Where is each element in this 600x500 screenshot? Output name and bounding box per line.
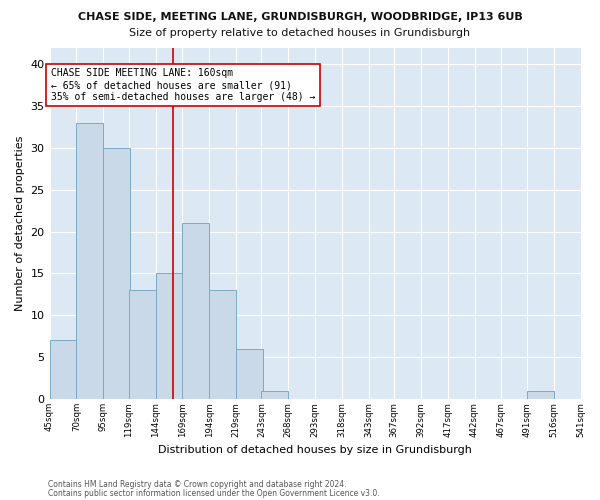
Bar (262, 390, 288, 399)
Bar (76, 123, 103, 399)
Bar (182, 224, 209, 399)
Bar (129, 290, 155, 399)
Y-axis label: Number of detached properties: Number of detached properties (15, 136, 25, 311)
Bar (236, 349, 263, 399)
Bar (209, 290, 236, 399)
Bar (50, 340, 76, 399)
Bar (155, 274, 182, 399)
X-axis label: Distribution of detached houses by size in Grundisburgh: Distribution of detached houses by size … (158, 445, 472, 455)
Text: CHASE SIDE, MEETING LANE, GRUNDISBURGH, WOODBRIDGE, IP13 6UB: CHASE SIDE, MEETING LANE, GRUNDISBURGH, … (77, 12, 523, 22)
Bar (103, 148, 130, 399)
Text: Contains public sector information licensed under the Open Government Licence v3: Contains public sector information licen… (48, 488, 380, 498)
Bar (527, 390, 554, 399)
Text: Contains HM Land Registry data © Crown copyright and database right 2024.: Contains HM Land Registry data © Crown c… (48, 480, 347, 489)
Text: CHASE SIDE MEETING LANE: 160sqm
← 65% of detached houses are smaller (91)
35% of: CHASE SIDE MEETING LANE: 160sqm ← 65% of… (50, 68, 315, 102)
Text: Size of property relative to detached houses in Grundisburgh: Size of property relative to detached ho… (130, 28, 470, 38)
